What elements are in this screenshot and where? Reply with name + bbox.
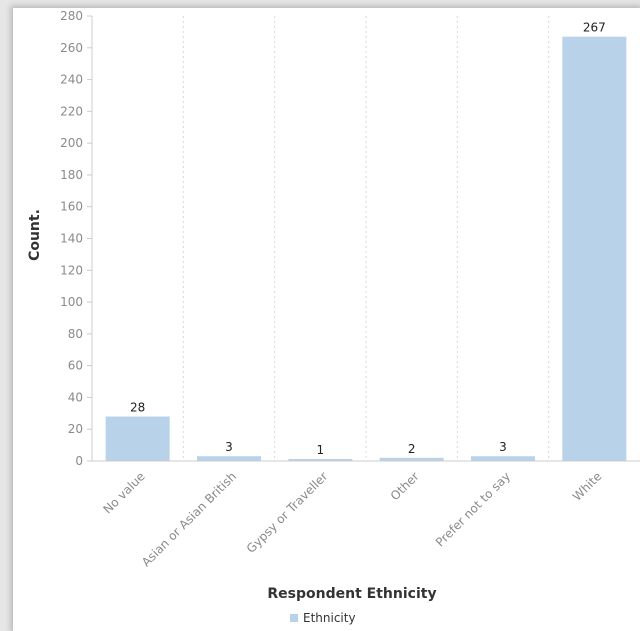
x-tick-label: Gypsy or Traveller bbox=[244, 469, 331, 556]
y-axis-title: Count. bbox=[27, 209, 43, 261]
y-tick-label: 260 bbox=[60, 41, 83, 55]
y-tick-label: 20 bbox=[68, 422, 83, 436]
data-label: 28 bbox=[130, 401, 145, 415]
y-tick-label: 220 bbox=[60, 104, 83, 118]
y-tick-label: 60 bbox=[68, 359, 83, 373]
y-tick-label: 0 bbox=[75, 454, 83, 468]
legend-swatch bbox=[290, 614, 298, 622]
data-label: 267 bbox=[583, 21, 606, 35]
y-tick-label: 200 bbox=[60, 136, 83, 150]
chart-panel: 0 20 40 60 80 100 120 140 160 180 200 220 240 260 280 … bbox=[13, 8, 640, 631]
bar bbox=[288, 459, 353, 461]
bar bbox=[197, 456, 261, 461]
bar bbox=[105, 416, 170, 461]
bar bbox=[562, 36, 627, 462]
grid-lines bbox=[182, 16, 550, 461]
data-label: 3 bbox=[225, 440, 233, 454]
bar bbox=[471, 456, 535, 461]
y-tick-label: 140 bbox=[60, 232, 83, 246]
bars bbox=[105, 36, 627, 462]
data-label: 1 bbox=[317, 443, 325, 457]
data-labels: 28 3 1 2 3 267 bbox=[130, 21, 606, 457]
y-tick-label: 240 bbox=[60, 73, 83, 87]
x-axis-title: Respondent Ethnicity bbox=[267, 586, 436, 602]
y-tick-label: 280 bbox=[60, 9, 83, 23]
y-tick-label: 40 bbox=[68, 390, 83, 404]
data-label: 2 bbox=[408, 442, 416, 456]
legend: Ethnicity bbox=[290, 611, 356, 625]
y-tick-label: 160 bbox=[60, 200, 83, 214]
x-tick-label: White bbox=[570, 469, 605, 504]
x-tick-label: Asian or Asian British bbox=[139, 469, 239, 569]
bar-chart: 020406080100120140160180200220240260280 … bbox=[27, 9, 640, 625]
y-axis: 0 20 40 60 80 100 120 140 160 180 200 220 240 260 280 bbox=[60, 9, 93, 468]
y-tick-label: 80 bbox=[68, 327, 83, 341]
y-tick-label: 120 bbox=[60, 263, 83, 277]
legend-label: Ethnicity bbox=[303, 611, 356, 625]
x-tick-label: Other bbox=[388, 469, 422, 503]
x-tick-label: No value bbox=[100, 469, 147, 516]
x-tick-label: Prefer not to say bbox=[433, 469, 513, 549]
y-tick-label: 100 bbox=[60, 295, 83, 309]
data-label: 3 bbox=[499, 440, 507, 454]
bar bbox=[379, 457, 444, 461]
y-tick-label: 180 bbox=[60, 168, 83, 182]
